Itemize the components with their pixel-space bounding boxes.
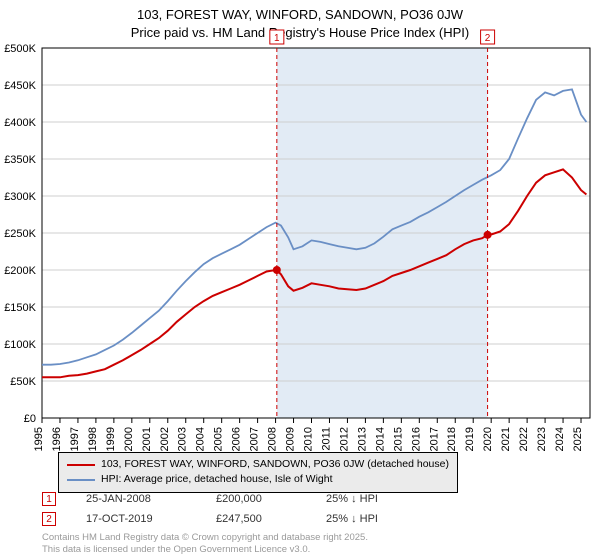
footer-attribution: Contains HM Land Registry data © Crown c… (42, 532, 368, 556)
chart-container: 103, FOREST WAY, WINFORD, SANDOWN, PO36 … (0, 0, 600, 560)
svg-text:1998: 1998 (87, 427, 99, 451)
svg-text:2022: 2022 (518, 427, 530, 451)
svg-text:2005: 2005 (213, 427, 225, 451)
legend-label: 103, FOREST WAY, WINFORD, SANDOWN, PO36 … (101, 457, 449, 472)
svg-text:£400K: £400K (4, 117, 36, 129)
svg-text:1999: 1999 (105, 427, 117, 451)
svg-text:2011: 2011 (320, 427, 332, 451)
svg-text:2004: 2004 (195, 427, 207, 451)
legend: 103, FOREST WAY, WINFORD, SANDOWN, PO36 … (58, 452, 458, 493)
svg-text:2: 2 (485, 33, 491, 44)
chart-title-subtitle: Price paid vs. HM Land Registry's House … (0, 24, 600, 42)
svg-text:2006: 2006 (231, 427, 243, 451)
legend-item: HPI: Average price, detached house, Isle… (67, 472, 449, 487)
sale-row: 1 25-JAN-2008 £200,000 25% ↓ HPI (42, 492, 406, 506)
svg-text:2014: 2014 (374, 427, 386, 451)
legend-swatch (67, 479, 95, 481)
svg-text:1996: 1996 (51, 427, 63, 451)
svg-text:2023: 2023 (536, 427, 548, 451)
svg-text:£50K: £50K (10, 376, 36, 388)
footer-line2: This data is licensed under the Open Gov… (42, 544, 368, 556)
svg-text:2010: 2010 (303, 427, 315, 451)
plot-area: £0£50K£100K£150K£200K£250K£300K£350K£400… (42, 48, 590, 418)
svg-text:2012: 2012 (338, 427, 350, 451)
svg-text:£450K: £450K (4, 80, 36, 92)
chart-title-address: 103, FOREST WAY, WINFORD, SANDOWN, PO36 … (0, 6, 600, 24)
svg-text:2019: 2019 (464, 427, 476, 451)
svg-text:1995: 1995 (33, 427, 45, 451)
sale-price: £247,500 (216, 513, 296, 525)
svg-text:2009: 2009 (285, 427, 297, 451)
svg-text:2008: 2008 (267, 427, 279, 451)
legend-item: 103, FOREST WAY, WINFORD, SANDOWN, PO36 … (67, 457, 449, 472)
sale-diff: 25% ↓ HPI (326, 513, 406, 525)
chart-title-block: 103, FOREST WAY, WINFORD, SANDOWN, PO36 … (0, 0, 600, 41)
svg-text:2024: 2024 (554, 427, 566, 451)
svg-text:£300K: £300K (4, 191, 36, 203)
svg-text:2003: 2003 (177, 427, 189, 451)
legend-label: HPI: Average price, detached house, Isle… (101, 472, 333, 487)
svg-text:2007: 2007 (249, 427, 261, 451)
svg-text:2020: 2020 (482, 427, 494, 451)
footer-line1: Contains HM Land Registry data © Crown c… (42, 532, 368, 544)
svg-text:2015: 2015 (392, 427, 404, 451)
sale-badge: 1 (42, 492, 56, 506)
svg-text:£150K: £150K (4, 302, 36, 314)
svg-text:£350K: £350K (4, 154, 36, 166)
legend-swatch (67, 464, 95, 466)
svg-text:2016: 2016 (410, 427, 422, 451)
sale-badge: 2 (42, 512, 56, 526)
sale-row: 2 17-OCT-2019 £247,500 25% ↓ HPI (42, 512, 406, 526)
svg-text:2018: 2018 (446, 427, 458, 451)
svg-text:2021: 2021 (500, 427, 512, 451)
sale-price: £200,000 (216, 493, 296, 505)
svg-text:2001: 2001 (141, 427, 153, 451)
svg-text:£0: £0 (24, 413, 36, 425)
svg-text:2025: 2025 (572, 427, 584, 451)
sale-date: 25-JAN-2008 (86, 493, 186, 505)
svg-text:2017: 2017 (428, 427, 440, 451)
svg-text:2013: 2013 (356, 427, 368, 451)
svg-text:2002: 2002 (159, 427, 171, 451)
svg-text:£500K: £500K (4, 43, 36, 55)
sales-list: 1 25-JAN-2008 £200,000 25% ↓ HPI 2 17-OCT-201… (42, 492, 406, 532)
sale-diff: 25% ↓ HPI (326, 493, 406, 505)
sale-date: 17-OCT-2019 (86, 513, 186, 525)
svg-text:1997: 1997 (69, 427, 81, 451)
svg-text:2000: 2000 (123, 427, 135, 451)
plot-svg: £0£50K£100K£150K£200K£250K£300K£350K£400… (42, 48, 590, 418)
svg-text:£250K: £250K (4, 228, 36, 240)
svg-text:1: 1 (274, 33, 280, 44)
svg-text:£100K: £100K (4, 339, 36, 351)
svg-text:£200K: £200K (4, 265, 36, 277)
